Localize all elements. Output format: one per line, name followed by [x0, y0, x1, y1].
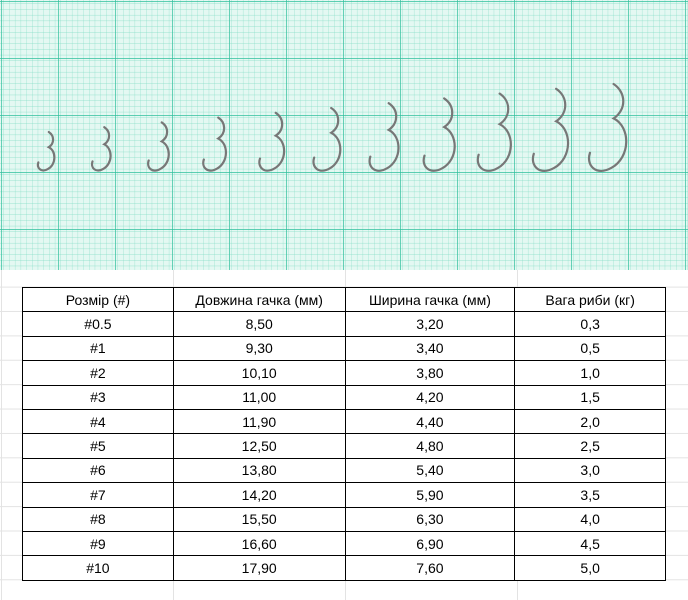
table-cell: #1: [22, 335, 174, 362]
header-row: Розмір (#) Довжина гачка (мм) Ширина гачка…: [22, 286, 666, 313]
table-cell: #4: [22, 408, 174, 435]
table-cell: #7: [22, 482, 174, 508]
table-cell: #0.5: [22, 311, 174, 337]
table-cell: 15,50: [172, 506, 346, 532]
table-cell: 0,5: [514, 335, 666, 362]
table-cell: 3,20: [344, 311, 516, 337]
hook: [258, 111, 286, 172]
table-cell: 6,90: [344, 530, 516, 557]
table-row: #9 16,60 6,90 4,5: [22, 530, 666, 557]
table-cell: 1,0: [514, 360, 666, 386]
table-row: #10 17,90 7,60 5,0: [22, 555, 666, 581]
hook: [422, 97, 456, 172]
table-cell: 16,60: [172, 530, 346, 557]
table-cell: 10,10: [172, 360, 346, 386]
table-cell: 2,5: [514, 433, 666, 459]
hook: [476, 92, 512, 172]
hook: [90, 126, 112, 172]
table-row: #7 14,20 5,90 3,5: [22, 482, 666, 508]
table-cell: 5,90: [344, 482, 516, 508]
table-row: #2 10,10 3,80 1,0: [22, 360, 666, 386]
table-cell: 11,90: [172, 408, 346, 435]
hook: [312, 106, 342, 172]
table-cell: 4,0: [514, 506, 666, 532]
table-cell: 2,0: [514, 408, 666, 435]
table-row: #4 11,90 4,40 2,0: [22, 408, 666, 435]
table-cell: #5: [22, 433, 174, 459]
header-cell: Вага риби (кг): [514, 286, 666, 313]
table-cell: 7,60: [344, 555, 516, 581]
table-cell: 5,0: [514, 555, 666, 581]
table-cell: 17,90: [172, 555, 346, 581]
hook: [368, 102, 400, 172]
hook-photo: [0, 0, 688, 270]
header-cell: Ширина гачка (мм): [344, 286, 516, 313]
hook: [202, 116, 228, 172]
hook: [587, 82, 628, 173]
table-cell: 4,5: [514, 530, 666, 557]
table-row: #5 12,50 4,80 2,5: [22, 433, 666, 459]
table-cell: 4,20: [344, 384, 516, 410]
table-cell: 3,40: [344, 335, 516, 362]
table-cell: #8: [22, 506, 174, 532]
table-cell: 11,00: [172, 384, 346, 410]
table-cell: 3,5: [514, 482, 666, 508]
table-cell: 14,20: [172, 482, 346, 508]
table-cell: #2: [22, 360, 174, 386]
header-cell: Довжина гачка (мм): [172, 286, 346, 313]
hook: [531, 87, 570, 172]
table-cell: 0,3: [514, 311, 666, 337]
hook: [147, 121, 170, 172]
table-cell: 6,30: [344, 506, 516, 532]
table-cell: 9,30: [172, 335, 346, 362]
table-row: #6 13,80 5,40 3,0: [22, 457, 666, 484]
table-cell: 3,80: [344, 360, 516, 386]
table-row: #0.5 8,50 3,20 0,3: [22, 311, 666, 337]
header-cell: Розмір (#): [22, 286, 174, 313]
hook: [36, 130, 56, 172]
table-cell: 5,40: [344, 457, 516, 484]
table-cell: 4,40: [344, 408, 516, 435]
hooks: [36, 82, 628, 173]
table-cell: 1,5: [514, 384, 666, 410]
table-row: #3 11,00 4,20 1,5: [22, 384, 666, 410]
table-cell: 8,50: [172, 311, 346, 337]
table-cell: 3,0: [514, 457, 666, 484]
table-cell: #3: [22, 384, 174, 410]
table-row: #1 9,30 3,40 0,5: [22, 335, 666, 362]
table-cell: #10: [22, 555, 174, 581]
table-cell: #9: [22, 530, 174, 557]
table-row: #8 15,50 6,30 4,0: [22, 506, 666, 532]
table-cell: 12,50: [172, 433, 346, 459]
table-cell: #6: [22, 457, 174, 484]
table-cell: 4,80: [344, 433, 516, 459]
hook-size-table: Розмір (#) Довжина гачка (мм) Ширина гачка…: [22, 286, 666, 581]
table-cell: 13,80: [172, 457, 346, 484]
